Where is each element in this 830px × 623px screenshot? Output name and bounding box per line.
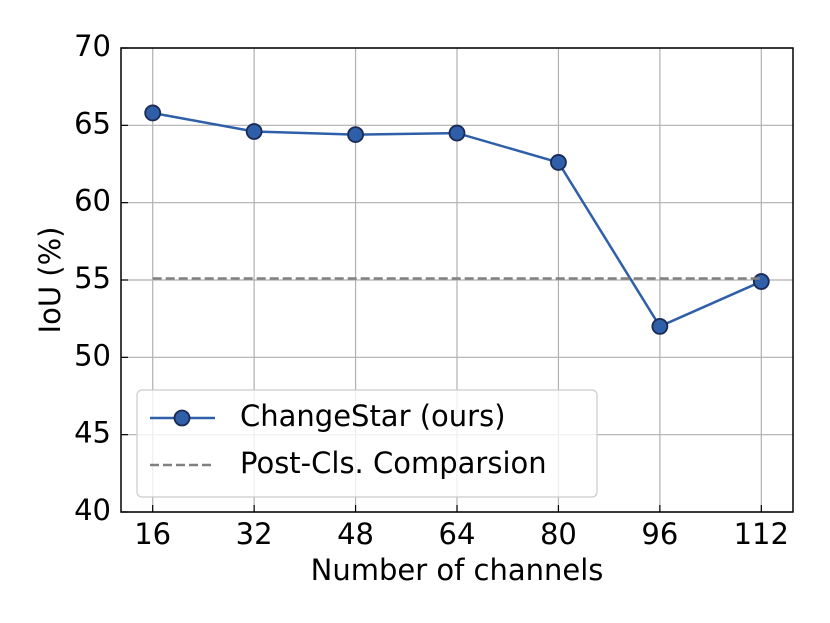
data-point [144,104,162,122]
x-axis-label: Number of channels [311,553,604,587]
data-point [448,124,466,142]
y-tick-label: 65 [74,106,111,140]
y-tick-label: 55 [74,261,111,295]
data-point [550,154,567,171]
x-tick-label: 64 [439,517,476,551]
data-point [651,317,669,335]
x-tick-label: 80 [540,517,577,551]
y-tick-label: 70 [74,29,111,63]
data-point [752,273,770,290]
plot-frame [120,47,794,513]
data-point [347,126,364,144]
y-tick-label: 60 [74,184,111,218]
x-tick-label: 32 [236,517,273,551]
x-tick-label: 112 [734,517,789,551]
x-tick-label: 48 [337,517,374,551]
legend-label: Post-Cls. Comparsion [240,446,547,480]
y-axis-label: IoU (%) [33,227,67,334]
x-tick-label: 16 [134,517,171,551]
y-tick-label: 50 [74,338,111,372]
legend-marker [173,409,191,427]
x-tick-label: 96 [641,517,678,551]
legend-label: ChangeStar (ours) [240,399,506,433]
y-tick-label: 40 [74,493,111,527]
legend-box [136,389,598,498]
y-tick-label: 45 [74,416,111,450]
data-point [245,123,263,140]
